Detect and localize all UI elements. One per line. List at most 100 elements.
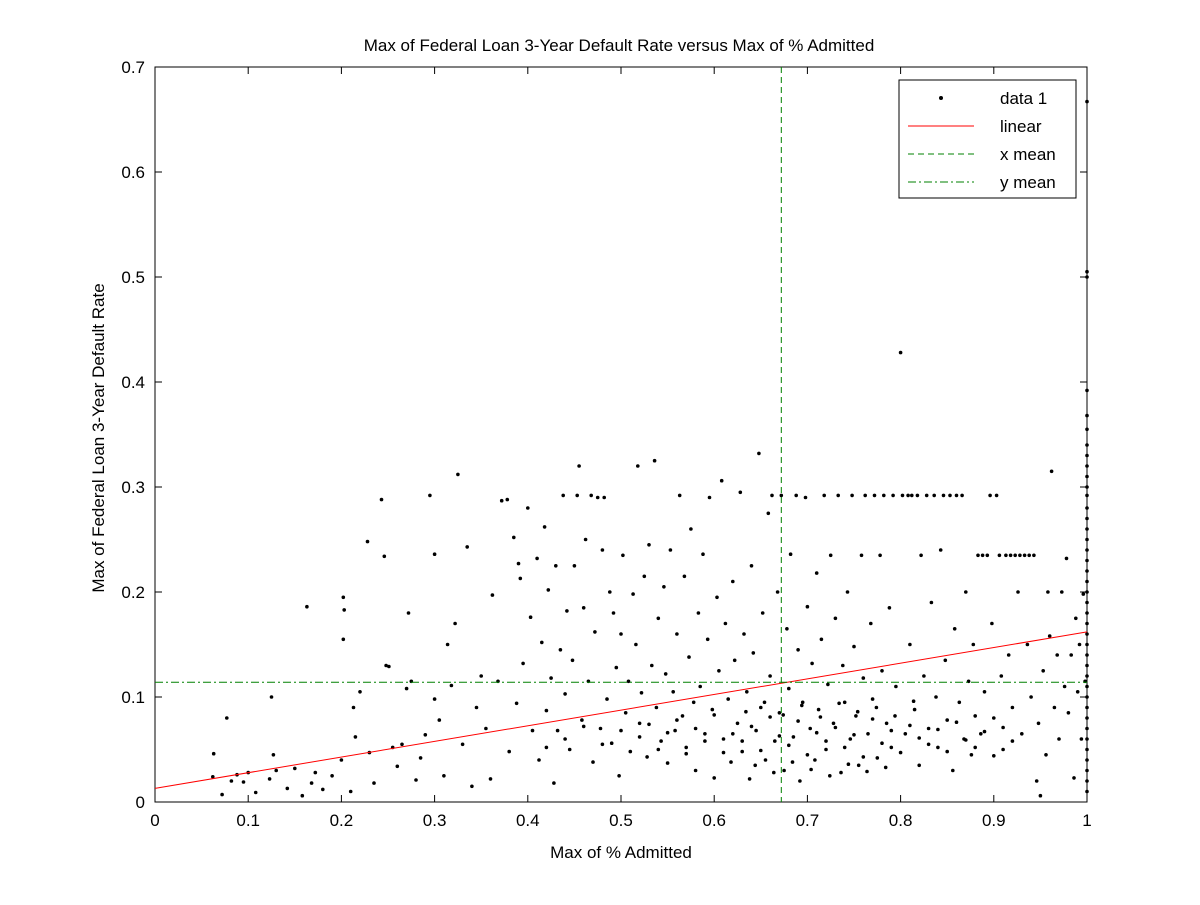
data-point <box>645 755 649 759</box>
data-point <box>1062 684 1067 689</box>
data-point <box>992 754 996 758</box>
data-point <box>552 781 556 785</box>
data-point <box>766 511 771 516</box>
data-point <box>794 493 798 498</box>
data-point <box>898 350 903 355</box>
data-point <box>445 642 450 647</box>
data-point <box>948 493 952 498</box>
data-point <box>1085 590 1089 594</box>
data-point <box>1055 653 1059 657</box>
data-point <box>605 697 609 701</box>
data-point <box>537 758 541 762</box>
data-point <box>449 683 454 688</box>
x-tick-label: 0.8 <box>889 811 913 830</box>
data-point <box>732 658 737 663</box>
data-point <box>505 497 510 502</box>
data-point <box>889 745 894 750</box>
data-point <box>1085 747 1089 752</box>
data-point <box>636 464 640 468</box>
data-point <box>617 774 621 778</box>
data-point <box>526 506 530 510</box>
data-point <box>428 493 432 498</box>
data-point <box>647 543 651 547</box>
data-point <box>595 495 600 500</box>
data-point <box>856 763 861 768</box>
data-point <box>846 762 851 766</box>
data-point <box>874 705 879 710</box>
data-point <box>1049 469 1054 474</box>
data-point <box>768 674 772 678</box>
data-point <box>1016 590 1020 594</box>
data-point <box>997 553 1002 558</box>
x-tick-label: 0.3 <box>423 811 447 830</box>
data-point <box>988 493 992 498</box>
data-point <box>908 723 912 728</box>
data-point <box>1025 642 1030 647</box>
data-point <box>518 576 523 581</box>
x-tick-label: 0.1 <box>236 811 260 830</box>
data-point <box>845 590 850 594</box>
data-point <box>1064 556 1069 561</box>
data-point <box>872 493 877 498</box>
data-point <box>889 728 894 733</box>
data-point <box>484 726 488 731</box>
data-point <box>731 579 735 584</box>
data-point <box>437 718 442 722</box>
data-point <box>351 705 356 710</box>
data-point <box>563 737 567 741</box>
data-point <box>1085 474 1089 479</box>
data-point <box>330 774 334 778</box>
legend-label: linear <box>1000 117 1042 136</box>
data-point <box>703 739 707 743</box>
data-point <box>721 750 726 755</box>
data-point <box>1032 553 1036 558</box>
data-point <box>358 690 362 694</box>
data-point <box>488 777 493 781</box>
data-point <box>957 700 962 705</box>
data-point <box>341 637 346 642</box>
x-tick-label: 0.5 <box>609 811 633 830</box>
x-tick-label: 0.9 <box>982 811 1006 830</box>
data-point <box>842 700 847 705</box>
data-point <box>544 745 549 750</box>
data-point <box>1085 737 1089 741</box>
data-point <box>460 742 465 747</box>
data-point <box>813 758 817 762</box>
data-point <box>1085 569 1089 573</box>
data-point <box>693 768 698 773</box>
data-point <box>353 735 358 739</box>
data-point <box>990 621 994 626</box>
data-point <box>960 493 964 498</box>
data-point <box>900 493 905 498</box>
data-point <box>561 493 565 498</box>
x-axis-label: Max of % Admitted <box>550 843 692 862</box>
data-point <box>365 539 370 544</box>
data-point <box>768 715 772 719</box>
data-point <box>785 627 789 631</box>
data-point <box>662 585 666 589</box>
data-point <box>348 789 353 794</box>
data-point <box>530 728 535 733</box>
data-point <box>712 776 716 780</box>
data-point <box>682 574 687 579</box>
data-point <box>985 553 990 558</box>
data-point <box>626 679 631 684</box>
data-point <box>800 700 805 705</box>
data-point <box>715 595 719 600</box>
data-point <box>490 593 495 597</box>
data-point <box>300 793 305 798</box>
data-point <box>1085 558 1089 563</box>
data-point <box>839 770 843 775</box>
data-point <box>1060 590 1064 594</box>
data-point <box>693 726 698 731</box>
x-tick-label: 0 <box>150 811 159 830</box>
data-point <box>470 784 474 789</box>
data-point <box>267 777 272 781</box>
y-tick-label: 0.1 <box>121 688 145 707</box>
data-point <box>671 690 675 694</box>
data-point <box>521 661 525 666</box>
data-point <box>668 548 673 552</box>
data-point <box>992 716 996 720</box>
